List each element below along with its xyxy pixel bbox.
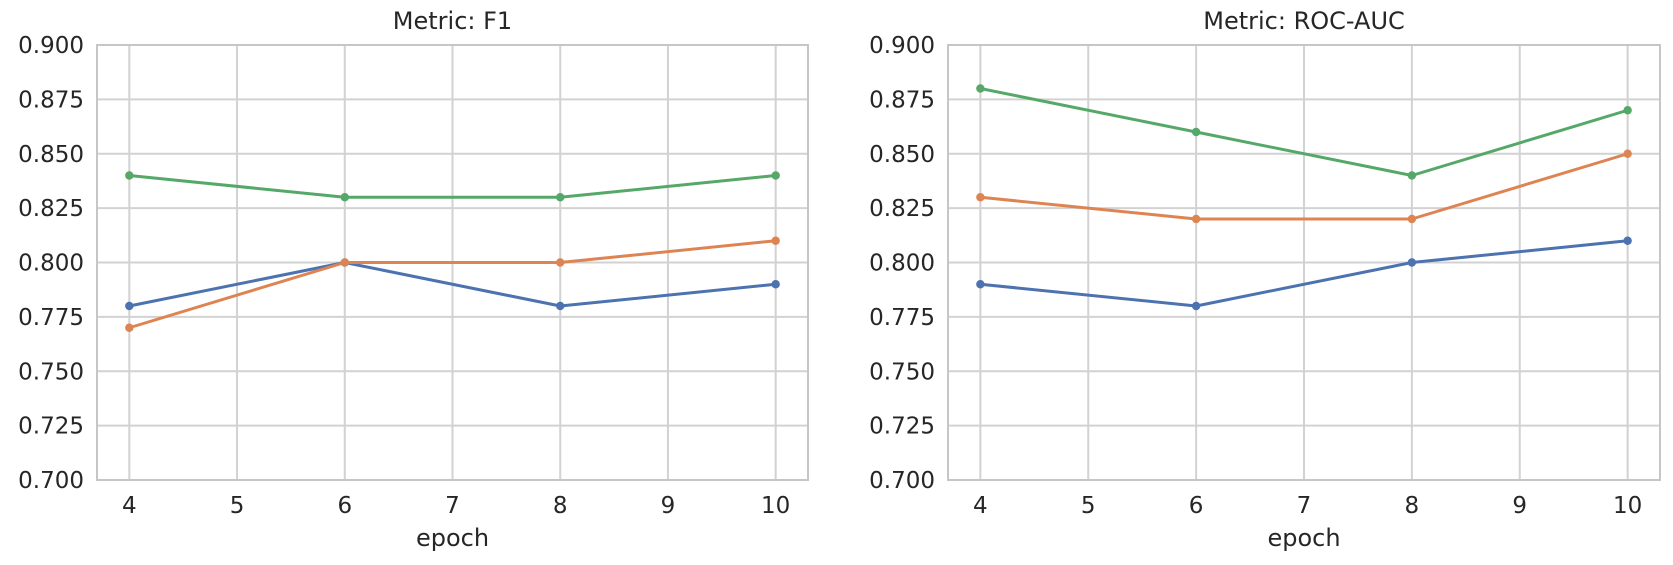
x-tick-label: 5 [1081,493,1096,519]
y-tick-label: 0.900 [869,33,935,59]
series-marker-blue [1623,236,1632,245]
y-tick-label: 0.700 [869,468,935,494]
series-marker-orange [771,236,780,245]
y-tick-label: 0.900 [18,33,84,59]
x-tick-label: 8 [1405,493,1420,519]
series-marker-blue [1407,258,1417,267]
x-tick-label: 7 [445,493,460,519]
plot-area-f1: 4 5 6 7 8 9 10 0.700 0.725 0.750 0.775 0.800 0.825 0.… [18,33,809,519]
chart-title-roc-auc: Metric: ROC-AUC [1203,7,1405,35]
x-tick-label: 10 [761,493,790,519]
series-line-green [127,174,778,199]
x-tick-label: 7 [1297,493,1312,519]
series-marker-orange [976,193,985,202]
x-tick-label: 6 [337,493,352,519]
series-marker-orange [1191,214,1201,224]
series-line-orange [127,239,778,330]
x-tick-label: 8 [553,493,568,519]
series-marker-orange [1407,214,1417,224]
x-tick-label: 5 [230,493,245,519]
series-marker-blue [125,301,134,311]
series-line-green [978,87,1630,177]
y-tick-label: 0.725 [869,414,935,440]
series-marker-green [340,193,349,202]
series-marker-blue [556,301,565,311]
x-tick-label: 4 [973,493,988,519]
chart-panel-roc-auc: Metric: ROC-AUC 4 5 6 7 8 9 10 0.700 0.725 0.750 0… [837,0,1673,565]
series-marker-green [976,84,985,93]
series-marker-blue [1191,301,1201,311]
y-tick-label: 0.875 [18,87,84,113]
chart-panel-f1: Metric: F1 4 5 6 7 8 9 10 0.700 0.725 0.750 0.775 0… [18,7,809,552]
y-tick-label: 0.750 [869,359,935,385]
series-marker-orange [125,323,134,332]
series-marker-green [1407,171,1417,180]
y-tick-label: 0.825 [869,196,935,222]
y-tick-label: 0.750 [18,359,84,385]
y-tick-label: 0.850 [18,142,84,168]
series-marker-blue [771,280,780,289]
y-tick-label: 0.825 [18,196,84,222]
series-marker-green [125,171,134,180]
y-tick-label: 0.700 [18,468,84,494]
plot-border [96,44,809,481]
series-marker-green [1191,127,1201,137]
series-marker-blue [976,280,985,289]
y-tick-label: 0.775 [18,305,84,331]
x-tick-label: 9 [661,493,676,519]
chart-title-f1: Metric: F1 [392,7,513,35]
x-tick-label: 9 [1512,493,1527,519]
plot-border [947,44,1661,481]
x-axis-label-f1: epoch [415,524,490,552]
series-marker-green [556,193,565,202]
x-tick-label: 4 [122,493,137,519]
y-tick-label: 0.725 [18,414,84,440]
y-tick-label: 0.775 [869,305,935,331]
y-tick-label: 0.850 [869,142,935,168]
series-marker-green [1623,106,1632,115]
series-marker-orange [340,258,349,267]
series-marker-orange [556,258,565,267]
series-line-orange [978,152,1630,221]
plot-area-roc-auc: 4 5 6 7 8 9 10 0.700 0.725 0.750 0.775 0.800 0.825 0.… [869,33,1661,519]
y-tick-label: 0.800 [18,251,84,277]
y-tick-label: 0.875 [869,87,935,113]
x-tick-label: 10 [1613,493,1642,519]
series-line-blue [127,261,778,308]
series-marker-green [771,171,780,180]
y-tick-label: 0.800 [869,251,935,277]
series-line-blue [978,239,1630,308]
series-marker-orange [1623,149,1632,158]
x-axis-label-roc-auc: epoch [1267,524,1341,552]
x-tick-label: 6 [1189,493,1204,519]
